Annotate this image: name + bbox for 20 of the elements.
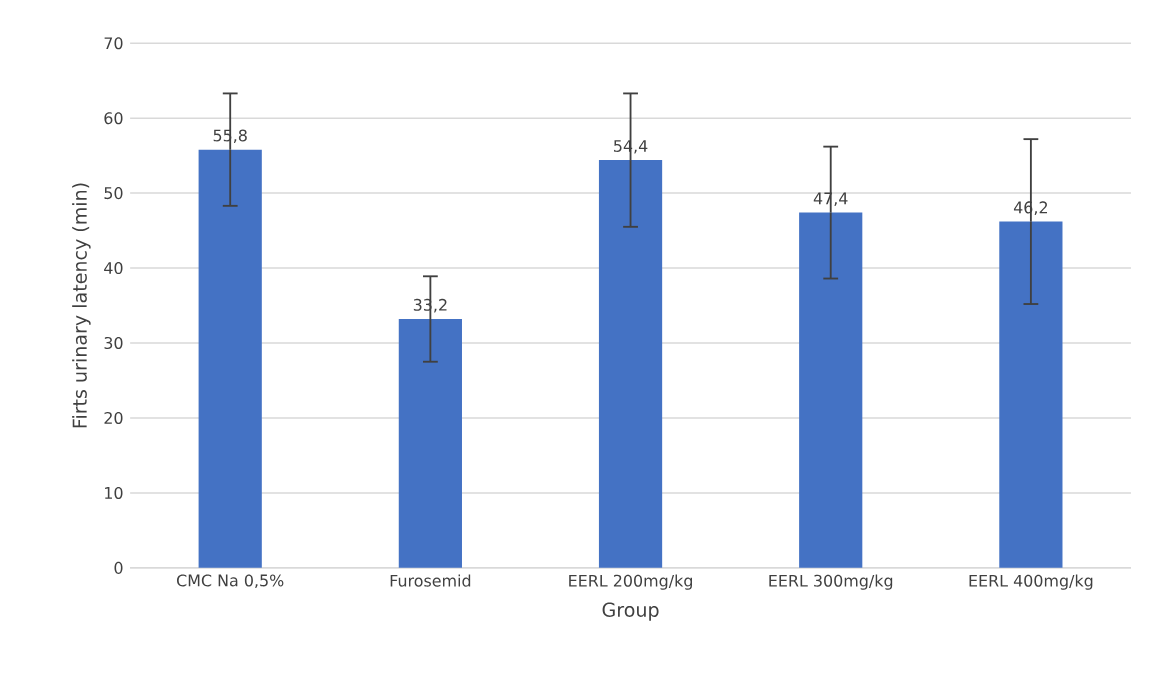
x-tick-label: Furosemid bbox=[390, 574, 471, 587]
x-tick-label: EERL 400mg/kg bbox=[969, 574, 1093, 590]
y-tick-label: 40 bbox=[104, 262, 123, 275]
bar bbox=[999, 221, 1063, 568]
y-tick-label: 20 bbox=[104, 411, 123, 425]
y-axis-title: Firts urinary latency (min) bbox=[72, 183, 91, 428]
y-tick-label: 70 bbox=[104, 37, 123, 50]
x-tick-label: EERL 200mg/kg bbox=[569, 574, 692, 590]
x-axis-title: Group bbox=[602, 602, 659, 621]
y-tick-label: 0 bbox=[114, 561, 123, 574]
x-tick-label: CMC Na 0,5% bbox=[177, 574, 284, 589]
bar bbox=[598, 160, 663, 568]
y-tick-label: 10 bbox=[105, 486, 123, 499]
bar bbox=[799, 212, 863, 568]
bar bbox=[398, 319, 462, 568]
y-tick-label: 50 bbox=[104, 187, 123, 200]
y-tick-label: 30 bbox=[104, 337, 123, 350]
y-tick-label: 60 bbox=[104, 112, 123, 125]
bar bbox=[198, 149, 262, 568]
x-tick-label: EERL 300mg/kg bbox=[769, 574, 893, 590]
